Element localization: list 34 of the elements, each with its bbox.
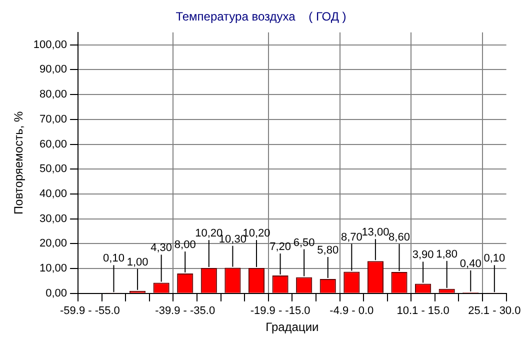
data-label: 0,10 xyxy=(103,252,124,265)
x-tick-label: -4.9 - 0.0 xyxy=(330,305,374,318)
y-tick-label: 0,00 xyxy=(46,287,68,300)
data-label: 0,40 xyxy=(460,258,482,270)
y-tick-label: 60,00 xyxy=(40,138,68,150)
data-label: 0,10 xyxy=(484,252,506,265)
x-tick-label: 25.1 - 30.0 xyxy=(468,305,521,318)
y-tick-label: 90,00 xyxy=(40,64,68,76)
x-axis-title: Градации xyxy=(266,320,319,334)
y-tick-label: 10,00 xyxy=(40,262,68,275)
data-label: 8,00 xyxy=(174,239,196,252)
chart-title: Температура воздуха ( ГОД ) xyxy=(176,10,346,24)
data-label: 7,20 xyxy=(270,241,291,254)
data-label: 5,80 xyxy=(317,244,339,257)
data-label: 8,70 xyxy=(340,231,362,244)
y-tick-label: 20,00 xyxy=(40,238,68,250)
x-tick-label: -19.9 - -15.0 xyxy=(250,305,310,318)
x-tick-label: -39.9 - -35.0 xyxy=(155,305,216,318)
x-tick-label: 10.1 - 15.0 xyxy=(396,305,450,318)
data-label: 1,80 xyxy=(436,248,458,260)
data-label: 8,60 xyxy=(388,232,410,244)
data-label: 6,50 xyxy=(293,236,315,249)
y-axis-title: Повторяемость, % xyxy=(12,110,26,214)
y-tick-label: 70,00 xyxy=(40,113,68,126)
y-tick-label: 30,00 xyxy=(40,212,68,225)
y-tick-label: 100,00 xyxy=(33,38,68,51)
y-tick-label: 40,00 xyxy=(40,188,68,200)
data-label: 1,00 xyxy=(126,256,148,268)
data-label: 13,00 xyxy=(362,226,390,239)
y-tick-label: 50,00 xyxy=(40,163,68,176)
data-label: 3,90 xyxy=(412,249,434,262)
data-label: 4,30 xyxy=(150,242,172,254)
x-tick-label: -59.9 - -55.0 xyxy=(60,305,120,318)
y-tick-label: 80,00 xyxy=(40,88,68,101)
